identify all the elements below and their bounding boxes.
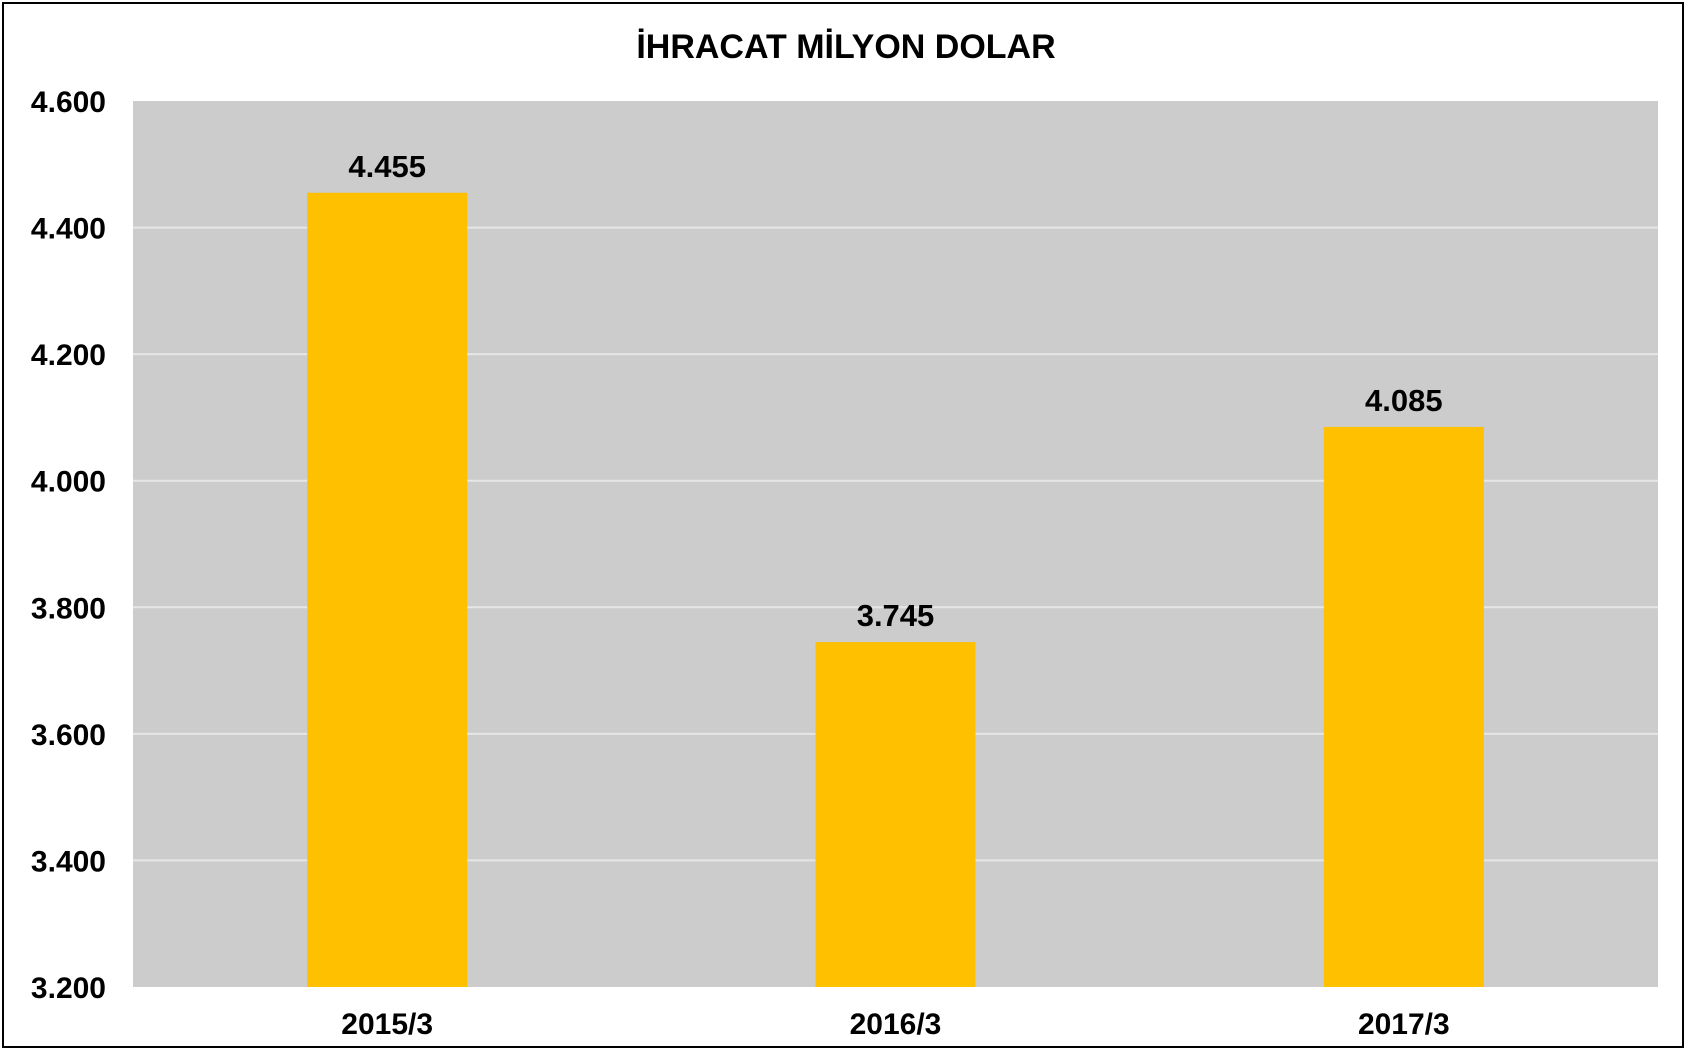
bar	[815, 642, 976, 987]
x-tick-label: 2016/3	[850, 1008, 942, 1041]
bar-value-label: 3.745	[857, 598, 935, 633]
y-tick-label: 4.200	[31, 339, 106, 372]
y-tick-label: 4.400	[31, 213, 106, 246]
y-tick-label: 4.000	[31, 466, 106, 499]
bar-value-label: 4.455	[348, 149, 426, 184]
bar	[307, 192, 468, 987]
x-axis-ticks: 2015/3 2016/3 2017/3	[341, 1008, 1449, 1041]
bar	[1323, 426, 1484, 988]
y-tick-label: 4.600	[31, 86, 106, 119]
y-tick-label: 3.600	[31, 719, 106, 752]
bars	[307, 192, 1484, 988]
bar-value-label: 4.085	[1365, 383, 1443, 418]
x-tick-label: 2017/3	[1358, 1008, 1450, 1041]
y-tick-label: 3.200	[31, 972, 106, 1005]
chart-title: İHRACAT MİLYON DOLAR	[636, 28, 1055, 66]
x-tick-label: 2015/3	[341, 1008, 433, 1041]
y-tick-label: 3.800	[31, 592, 106, 625]
data-labels: 4.455 3.745 4.085	[348, 149, 1442, 633]
y-tick-label: 3.400	[31, 845, 106, 878]
y-axis-ticks: 3.200 3.400 3.600 3.800 4.000 4.200 4.400 4.600	[31, 86, 106, 1005]
